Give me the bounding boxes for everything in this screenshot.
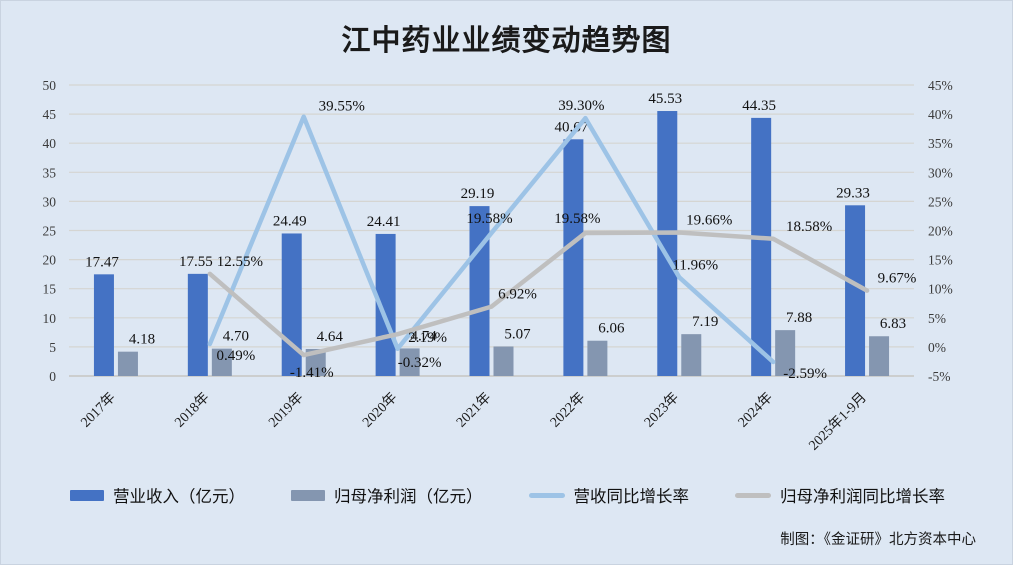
y-axis-tick-label: 30 [43,194,57,209]
bar-value-label: 29.33 [836,185,870,201]
legend-label: 营业收入（亿元） [113,487,245,506]
bar-value-label: 7.88 [786,310,812,326]
bar [493,346,514,376]
x-axis-category-label: 2021年 [453,390,494,431]
legend-item-4[interactable]: 归母净利润同比增长率 [735,483,945,507]
chart-plot-area: 0 5 10 15 20 25 30 35 40 45 50 -5% 0% 5% 10% 15% 20% 25% 3… [43,78,953,454]
y2-axis-tick-label: 35% [928,136,953,151]
y2-axis-tick-label: 20% [928,224,953,239]
x-axis-category-label: 2022年 [547,390,588,431]
bar-value-label: 45.53 [648,91,682,107]
bar-value-label: 17.47 [85,254,119,270]
y-axis-tick-label: 35 [43,165,57,180]
line-value-label: -2.59% [783,366,827,382]
line-value-label: 19.58% [554,211,600,227]
x-axis-category-label: 2020年 [359,390,400,431]
legend-label: 营收同比增长率 [573,487,690,506]
trend-line [207,230,870,358]
x-axis-category-label: 2019年 [266,390,307,431]
x-axis-category-label: 2024年 [735,390,776,431]
line-value-label: 11.96% [672,257,718,273]
y-axis-tick-label: 45 [43,107,57,122]
y-axis-tick-label: 10 [43,311,57,326]
y-axis-tick-label: 15 [43,282,57,297]
bar-value-label: 6.06 [598,321,625,337]
bar [187,273,208,376]
line-value-label: 19.58% [466,211,512,227]
y-axis-tick-label: 40 [43,136,57,151]
bar [117,351,138,376]
line-value-label: -1.41% [290,365,334,381]
bar [563,139,584,376]
line-value-label: 0.49% [216,348,255,364]
x-axis-category-label: 2025年1-9月 [806,390,870,454]
chart-credit: 制图：《金证研》北方资本中心 [780,532,976,548]
y-axis-tick-label: 5 [49,340,56,355]
legend-line-swatch-icon [528,492,565,498]
bar-value-label: 4.64 [317,329,344,345]
bar-value-label: 4.18 [129,332,155,348]
line-value-label: 39.55% [319,99,365,115]
line-value-label: 19.66% [686,212,732,228]
line-value-label: 18.58% [786,219,832,235]
line-value-label: 2.19% [408,330,447,346]
y2-axis-tick-label: 15% [928,253,953,268]
bar [681,334,702,376]
bar-value-label: 5.07 [504,326,531,342]
bar [657,111,678,376]
y2-axis-tick-label: -5% [928,369,951,384]
legend-item-3[interactable]: 营收同比增长率 [528,483,690,507]
bar-value-label: 24.41 [367,214,401,230]
line-value-label: 6.92% [498,287,537,303]
bar-value-label: 4.74 [410,328,437,344]
y2-axis-tick-label: 10% [928,282,953,297]
x-axis-category-label: 2023年 [641,390,682,431]
bar-value-label: 29.19 [461,186,495,202]
bar [399,348,420,376]
bar [93,274,114,376]
bar [775,330,796,376]
bar [375,233,396,376]
y-axis-tick-label: 20 [43,253,57,268]
bar [869,336,890,376]
bar [845,205,866,376]
trend-line [207,114,776,365]
y2-axis-tick-label: 45% [928,78,953,93]
y2-axis-tick-label: 30% [928,165,953,180]
y-axis-tick-label: 0 [49,369,56,384]
line-value-label: -0.32% [398,355,442,371]
x-axis-category-label: 2017年 [78,390,119,431]
bar-value-label: 24.49 [273,213,307,229]
bar-value-label: 6.83 [880,316,906,332]
y2-axis-tick-label: 25% [928,194,953,209]
legend-bar-swatch-icon [70,489,104,501]
y2-axis-tick-label: 0% [928,340,946,355]
bar-value-label: 44.35 [742,98,776,114]
legend-label: 归母净利润同比增长率 [780,487,945,506]
bar-value-label: 7.19 [692,314,718,330]
legend-line-swatch-icon [735,492,771,498]
bar [587,340,608,376]
bar [469,206,490,376]
bar [281,233,302,376]
legend-item-1[interactable]: 营业收入（亿元） [70,483,245,507]
bar-value-label: 17.55 [179,254,213,270]
x-axis-category-label: 2018年 [172,390,213,431]
line-value-label: 12.55% [217,254,263,270]
line-value-label: 39.30% [558,98,604,114]
legend-item-2[interactable]: 归母净利润（亿元） [291,483,483,507]
legend-bar-swatch-icon [291,489,325,501]
page-title: 江中药业业绩变动趋势图 [341,23,672,57]
bar [211,348,232,376]
y2-axis-tick-label: 5% [928,311,946,326]
y-axis-tick-label: 25 [43,224,57,239]
bar-value-label: 4.70 [223,329,249,345]
legend-label: 归母净利润（亿元） [334,487,483,506]
bar [751,117,772,377]
chart-legend: 营业收入（亿元） 归母净利润（亿元） 营收同比增长率 归母净利润同比增长率 [1,483,1013,507]
line-value-label: 9.67% [878,271,917,287]
y2-axis-tick-label: 40% [928,107,953,122]
y-axis-tick-label: 50 [43,78,57,93]
